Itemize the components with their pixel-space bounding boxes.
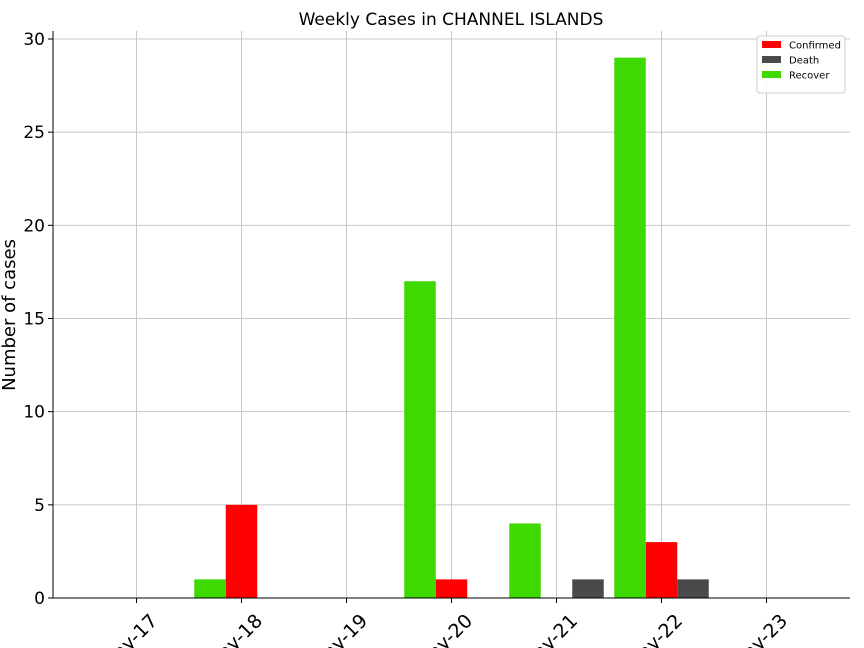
legend-label: Death [789,56,819,67]
bar-recover [404,281,436,598]
bar-confirmed [645,542,678,598]
chart-title: Weekly Cases in CHANNEL ISLANDS [299,10,604,30]
y-tick-label: 0 [34,589,45,609]
x-tick-label: May-21 [517,610,582,648]
bars [194,57,709,598]
bar-recover [509,523,541,598]
y-tick-label: 30 [23,30,45,50]
tick-labels: 0 5 10 15 20 25 30 May-17 May-18 May-19 May-20 May-… [23,30,792,648]
y-tick-label: 20 [23,216,45,236]
grid-lines [53,31,850,599]
legend-label: Confirmed [789,41,841,52]
x-tick-label: May-18 [202,610,267,648]
y-tick-label: 25 [23,123,45,143]
legend-label: Recover [789,71,830,82]
y-tick-label: 15 [23,310,45,330]
bar-recover [194,579,226,598]
bar-confirmed [435,579,468,598]
x-tick-label: May-23 [727,610,792,648]
legend-box [756,35,846,94]
y-axis-label: Number of cases [0,239,20,391]
bar-death [677,579,709,598]
legend-swatch [762,56,781,63]
bar-death [572,579,604,598]
y-tick-label: 5 [34,496,45,516]
legend: Confirmed Death Recover [756,35,846,94]
x-tick-label: May-22 [622,610,687,648]
bar-confirmed [225,504,258,598]
x-tick-label: May-19 [307,610,372,648]
legend-swatch [762,41,781,48]
bar-recover [614,57,646,598]
x-tick-label: May-17 [97,610,162,648]
y-tick-label: 10 [23,403,45,423]
x-tick-label: May-20 [412,610,477,648]
legend-swatch [762,71,781,78]
